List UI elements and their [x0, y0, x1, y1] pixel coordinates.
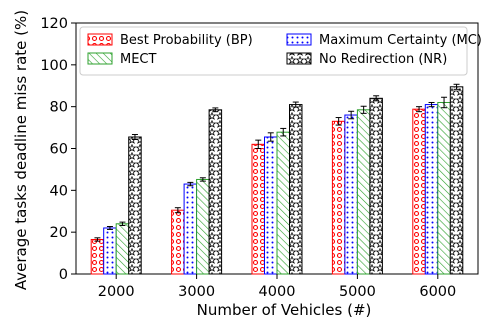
y-tick-label: 80 — [50, 100, 68, 116]
legend-swatch — [286, 52, 312, 65]
bar-red-circles — [90, 238, 105, 275]
x-tick-label: 2000 — [98, 284, 135, 300]
x-axis-title: Number of Vehicles (#) — [197, 301, 372, 319]
x-tick-label: 3000 — [178, 284, 215, 300]
bar-black-stars — [289, 104, 303, 275]
legend-box — [79, 26, 468, 76]
legend-swatch — [87, 52, 113, 65]
bar-green-hatch — [115, 223, 130, 275]
legend-label: MECT — [120, 52, 157, 67]
y-tick-label: 60 — [50, 142, 68, 158]
legend-label: Maximum Certainty (MC) — [319, 33, 482, 48]
bars-layer — [90, 86, 464, 275]
bar-blue-dots — [264, 136, 278, 275]
error-bars-layer — [94, 83, 460, 242]
bar-blue-dots — [344, 114, 358, 275]
y-axis-ticks: 0 20 40 60 80 100 120 — [40, 16, 76, 283]
bar-black-stars — [369, 97, 383, 275]
legend-label: No Redirection (NR) — [319, 52, 447, 67]
bar-blue-dots — [103, 227, 117, 275]
bar-red-circles — [331, 120, 346, 275]
bar-green-hatch — [196, 178, 210, 275]
y-axis-title: Average tasks deadline miss rate (%) — [12, 10, 30, 290]
y-tick-label: 120 — [40, 16, 68, 32]
bar-green-hatch — [437, 101, 451, 275]
bar-black-stars — [449, 86, 464, 275]
bar-blue-dots — [183, 183, 198, 275]
x-tick-label: 6000 — [419, 284, 456, 300]
y-tick-label: 20 — [50, 225, 68, 241]
bar-green-hatch — [276, 131, 290, 275]
bar-red-circles — [412, 108, 426, 275]
x-axis-ticks: 2000 3000 4000 5000 6000 — [98, 274, 456, 300]
legend-label: Best Probability (BP) — [120, 33, 253, 48]
legend: Best Probability (BP) MECT Maximum Certain… — [79, 26, 482, 76]
bar-red-circles — [171, 209, 185, 275]
x-tick-label: 5000 — [339, 284, 376, 300]
x-tick-label: 4000 — [259, 284, 296, 300]
bar-blue-dots — [424, 104, 439, 275]
y-tick-label: 100 — [40, 58, 68, 74]
legend-swatch — [87, 33, 113, 46]
bar-green-hatch — [356, 109, 371, 275]
bar-red-circles — [251, 143, 265, 275]
bar-black-stars — [128, 136, 142, 275]
legend-swatch — [286, 33, 312, 46]
y-tick-label: 0 — [59, 267, 68, 283]
bar-black-stars — [208, 109, 223, 275]
y-tick-label: 40 — [50, 183, 68, 199]
